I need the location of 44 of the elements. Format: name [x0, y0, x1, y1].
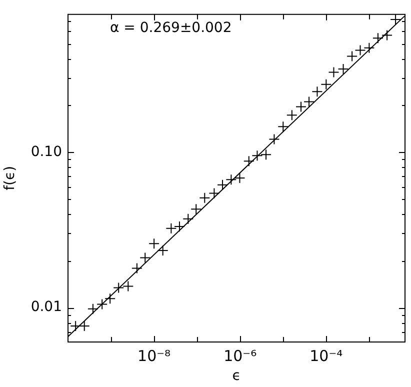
point — [320, 78, 332, 90]
point — [148, 238, 160, 250]
y-tick-label: 0.01 — [30, 299, 62, 316]
point — [140, 252, 151, 264]
point — [226, 174, 237, 186]
point — [312, 86, 323, 98]
y-tick-label: 0.10 — [30, 144, 62, 160]
point — [87, 303, 98, 314]
y-axis-title: f(ϵ) — [2, 166, 18, 190]
point — [96, 298, 108, 310]
point — [157, 244, 168, 256]
point — [295, 101, 306, 112]
point — [390, 14, 402, 25]
point — [208, 188, 220, 199]
point — [364, 42, 375, 54]
point — [166, 222, 177, 234]
point — [286, 110, 298, 121]
x-tick-label: 10⁻⁸ — [138, 346, 171, 365]
point — [122, 280, 134, 292]
x-tick-label: 10⁻⁶ — [224, 346, 257, 365]
point — [260, 149, 272, 160]
point — [252, 150, 263, 162]
x-axis-title: ϵ — [232, 368, 241, 384]
point — [104, 293, 116, 304]
point — [199, 192, 210, 204]
point — [328, 66, 340, 78]
point — [338, 63, 349, 74]
point — [131, 262, 142, 274]
point — [190, 204, 202, 215]
annotation: α = 0.269±0.002 — [110, 20, 232, 36]
point — [278, 121, 289, 132]
point — [304, 96, 315, 108]
x-tick-label: 10⁻⁴ — [310, 346, 343, 365]
point — [243, 156, 254, 167]
point — [234, 172, 246, 184]
point — [354, 44, 366, 56]
point — [217, 179, 228, 190]
point — [113, 282, 124, 294]
point — [174, 221, 185, 232]
point — [268, 134, 280, 145]
point — [382, 30, 393, 41]
point — [182, 213, 194, 224]
point — [346, 50, 358, 62]
point — [372, 32, 384, 44]
